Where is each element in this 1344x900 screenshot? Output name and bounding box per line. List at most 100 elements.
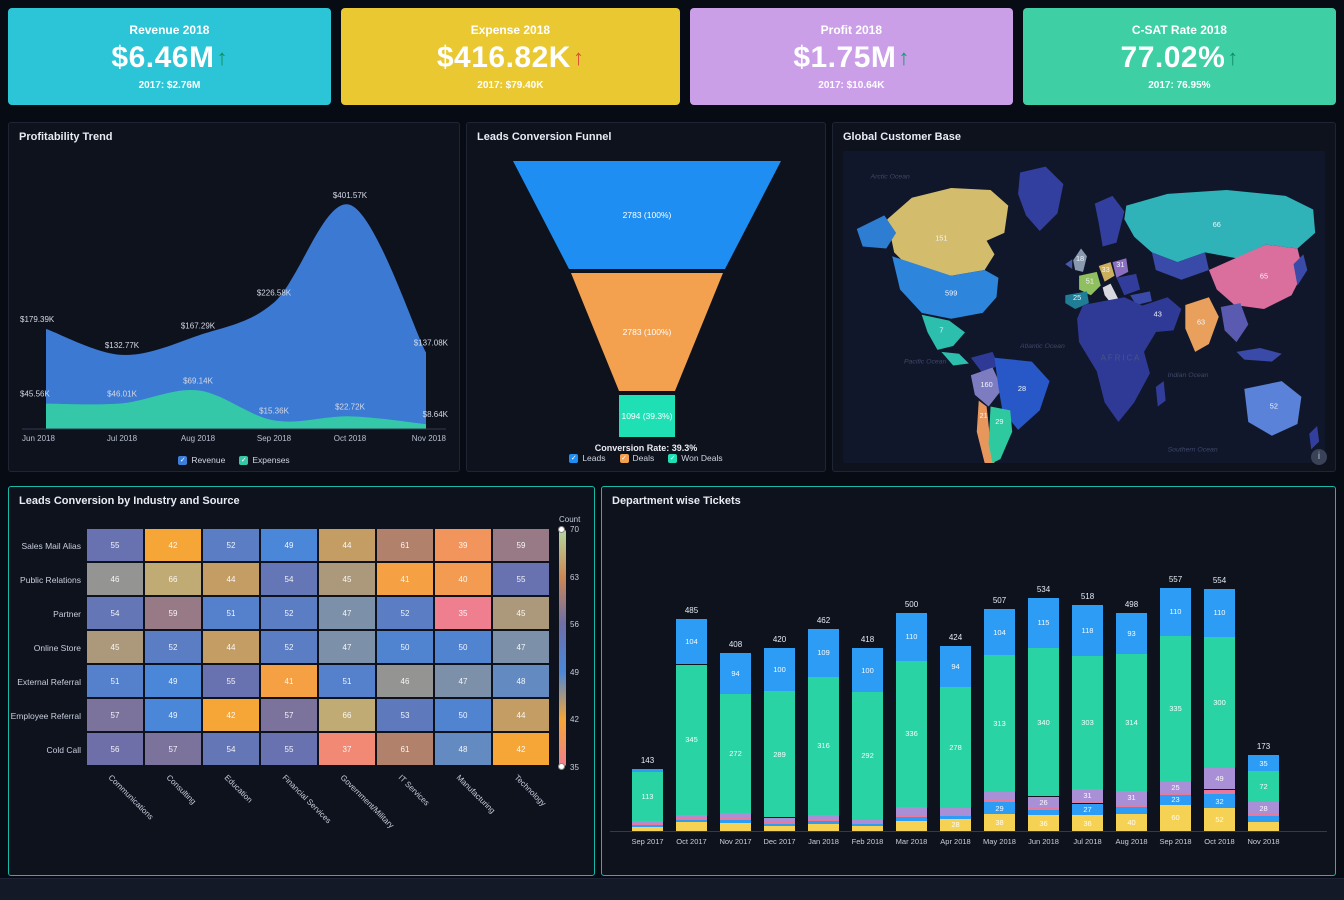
- country-madagascar[interactable]: [1155, 381, 1166, 407]
- bar-segment[interactable]: [764, 825, 795, 831]
- heatmap-cell[interactable]: 46: [87, 563, 143, 595]
- bar-segment[interactable]: 94: [720, 652, 751, 694]
- bar-segment[interactable]: [852, 823, 883, 826]
- bar-segment[interactable]: [896, 815, 927, 817]
- heatmap-cell[interactable]: 52: [145, 631, 201, 663]
- funnel-stage-deals[interactable]: 2783 (100%): [571, 273, 723, 391]
- bar-segment[interactable]: 316: [808, 676, 839, 815]
- bar-segment[interactable]: [764, 823, 795, 826]
- heatmap-cell[interactable]: 39: [435, 529, 491, 561]
- bar-segment[interactable]: 100: [764, 647, 795, 692]
- stacked-bar[interactable]: 60 23 25 335 110: [1160, 513, 1191, 831]
- bar-segment[interactable]: [852, 825, 883, 831]
- country-seasia[interactable]: [1220, 303, 1249, 343]
- country-canada[interactable]: [887, 188, 1009, 276]
- heatmap-cell[interactable]: 50: [435, 631, 491, 663]
- bar-segment[interactable]: [1248, 822, 1279, 831]
- bar-segment[interactable]: 27: [1072, 803, 1103, 816]
- bar-segment[interactable]: [896, 821, 927, 831]
- info-icon[interactable]: i: [1311, 449, 1327, 465]
- bar-segment[interactable]: 31: [1116, 791, 1147, 805]
- bar-segment[interactable]: 26: [1028, 796, 1059, 808]
- area-series-revenue[interactable]: [46, 204, 426, 429]
- bar-segment[interactable]: 72: [1248, 770, 1279, 803]
- heatmap-cell[interactable]: 49: [261, 529, 317, 561]
- bar-segment[interactable]: 52: [1204, 808, 1235, 831]
- country-alaska[interactable]: [856, 215, 897, 249]
- bar-segment[interactable]: [808, 824, 839, 831]
- bar-segment[interactable]: 110: [896, 612, 927, 661]
- bar-segment[interactable]: 29: [984, 801, 1015, 815]
- heatmap-cell[interactable]: 55: [261, 733, 317, 765]
- bar-segment[interactable]: 272: [720, 693, 751, 813]
- bar-segment[interactable]: 300: [1204, 637, 1235, 769]
- country-russia[interactable]: [1124, 190, 1316, 263]
- bar-segment[interactable]: 40: [1116, 813, 1147, 831]
- stacked-bar[interactable]: 289 100: [764, 513, 795, 831]
- bar-segment[interactable]: 28: [940, 818, 971, 831]
- bar-segment[interactable]: 313: [984, 654, 1015, 792]
- bar-segment[interactable]: 303: [1072, 656, 1103, 789]
- bar-segment[interactable]: [1204, 789, 1235, 795]
- heatmap-cell[interactable]: 59: [145, 597, 201, 629]
- country-africa[interactable]: [1077, 297, 1156, 423]
- bar-segment[interactable]: [720, 812, 751, 819]
- bar-segment[interactable]: [940, 816, 971, 819]
- heatmap-cell[interactable]: 54: [87, 597, 143, 629]
- bar-segment[interactable]: [632, 824, 663, 825]
- heatmap-cell[interactable]: 55: [203, 665, 259, 697]
- heatmap-cell[interactable]: 57: [145, 733, 201, 765]
- bar-segment[interactable]: [720, 818, 751, 820]
- heatmap-cell[interactable]: 47: [493, 631, 549, 663]
- heatmap-cell[interactable]: 47: [319, 597, 375, 629]
- stacked-bar[interactable]: 38 29 313 104: [984, 513, 1015, 831]
- bar-segment[interactable]: [852, 822, 883, 824]
- kpi-card-profit[interactable]: Profit 2018 $1.75M ↑ 2017: $10.64K: [689, 8, 1013, 105]
- stacked-bar[interactable]: 336 110: [896, 513, 927, 831]
- heatmap-cell[interactable]: 61: [377, 529, 433, 561]
- bar-segment[interactable]: 38: [984, 814, 1015, 831]
- country-uk[interactable]: [1073, 248, 1087, 272]
- heatmap-cell[interactable]: 56: [87, 733, 143, 765]
- bar-segment[interactable]: [808, 820, 839, 822]
- bar-segment[interactable]: 345: [676, 664, 707, 816]
- bar-segment[interactable]: [808, 821, 839, 824]
- bar-segment[interactable]: 100: [852, 648, 883, 692]
- heatmap-cell[interactable]: 47: [319, 631, 375, 663]
- country-centralamerica[interactable]: [941, 351, 969, 366]
- bar-segment[interactable]: 93: [1116, 613, 1147, 654]
- bar-segment[interactable]: [720, 823, 751, 831]
- stacked-bar[interactable]: 36 26 340 115: [1028, 513, 1059, 831]
- bar-segment[interactable]: 110: [1160, 587, 1191, 636]
- legend-item-revenue[interactable]: ✓ Revenue: [178, 455, 226, 465]
- bar-segment[interactable]: 109: [808, 629, 839, 677]
- heatmap-cell[interactable]: 51: [203, 597, 259, 629]
- heatmap-cell[interactable]: 50: [377, 631, 433, 663]
- bar-segment[interactable]: 278: [940, 686, 971, 809]
- heatmap-cell[interactable]: 40: [435, 563, 491, 595]
- bar-segment[interactable]: [1248, 815, 1279, 823]
- bar-segment[interactable]: [764, 822, 795, 824]
- heatmap-cell[interactable]: 41: [377, 563, 433, 595]
- bar-segment[interactable]: 118: [1072, 604, 1103, 657]
- bar-segment[interactable]: 36: [1028, 815, 1059, 831]
- bar-segment[interactable]: [1028, 810, 1059, 816]
- heatmap-cell[interactable]: 44: [203, 631, 259, 663]
- country-germany[interactable]: [1098, 262, 1115, 282]
- bar-segment[interactable]: 340: [1028, 647, 1059, 797]
- bar-segment[interactable]: [632, 824, 663, 827]
- legend-handle-min[interactable]: [558, 763, 565, 770]
- bar-segment[interactable]: 31: [1072, 788, 1103, 803]
- stacked-bar[interactable]: 40 31 314 93: [1116, 513, 1147, 831]
- bar-segment[interactable]: [896, 807, 927, 816]
- heatmap-cell[interactable]: 52: [203, 529, 259, 561]
- bar-segment[interactable]: [940, 808, 971, 815]
- heatmap-cell[interactable]: 57: [87, 699, 143, 731]
- heatmap-cell[interactable]: 47: [435, 665, 491, 697]
- bar-segment[interactable]: [676, 818, 707, 820]
- country-argentina[interactable]: [988, 406, 1013, 463]
- heatmap-cell[interactable]: 66: [319, 699, 375, 731]
- bar-segment[interactable]: [896, 817, 927, 822]
- heatmap-cell[interactable]: 51: [319, 665, 375, 697]
- stacked-bar[interactable]: 36 27 31 303 118: [1072, 513, 1103, 831]
